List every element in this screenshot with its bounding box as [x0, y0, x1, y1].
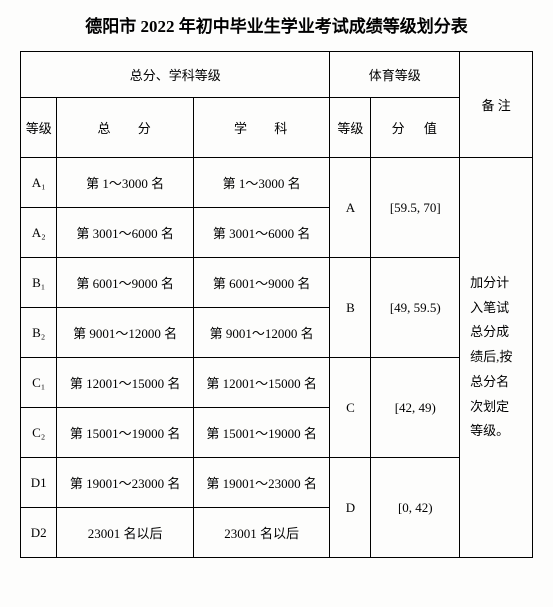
pe-score-cell: [49, 59.5): [371, 258, 460, 358]
subject-cell: 第 15001～19000 名: [193, 408, 330, 458]
header-note: 备 注: [460, 52, 533, 158]
subject-cell: 第 12001～15000 名: [193, 358, 330, 408]
total-cell: 23001 名以后: [57, 508, 194, 558]
grade-cell: C₂: [21, 408, 57, 458]
subject-cell: 第 3001～6000 名: [193, 208, 330, 258]
total-cell: 第 1～3000 名: [57, 158, 194, 208]
subject-cell: 第 1～3000 名: [193, 158, 330, 208]
grade-cell: D1: [21, 458, 57, 508]
pe-grade-cell: B: [330, 258, 371, 358]
subject-cell: 第 9001～12000 名: [193, 308, 330, 358]
grade-cell: B₂: [21, 308, 57, 358]
header-row-2: 等级 总 分 学 科 等级 分 值: [21, 98, 533, 158]
note-cell: 加分计入笔试总分成绩后,按总分名次划定等级。: [460, 158, 533, 558]
header-pe-score: 分 值: [371, 98, 460, 158]
header-total: 总 分: [57, 98, 194, 158]
grade-cell: B₁: [21, 258, 57, 308]
total-cell: 第 6001～9000 名: [57, 258, 194, 308]
pe-grade-cell: A: [330, 158, 371, 258]
pe-grade-cell: D: [330, 458, 371, 558]
subject-cell: 23001 名以后: [193, 508, 330, 558]
pe-score-cell: [59.5, 70]: [371, 158, 460, 258]
grade-table: 总分、学科等级 体育等级 备 注 等级 总 分 学 科 等级 分 值 A₁ 第 …: [20, 51, 533, 558]
grade-cell: C₁: [21, 358, 57, 408]
note-text: 加分计入笔试总分成绩后,按总分名次划定等级。: [462, 271, 530, 444]
header-total-subject: 总分、学科等级: [21, 52, 330, 98]
subject-cell: 第 19001～23000 名: [193, 458, 330, 508]
pe-grade-cell: C: [330, 358, 371, 458]
subject-cell: 第 6001～9000 名: [193, 258, 330, 308]
grade-cell: A₁: [21, 158, 57, 208]
header-pe-grade: 等级: [330, 98, 371, 158]
table-row: D1 第 19001～23000 名 第 19001～23000 名 D [0,…: [21, 458, 533, 508]
header-pe: 体育等级: [330, 52, 460, 98]
total-cell: 第 3001～6000 名: [57, 208, 194, 258]
grade-cell: D2: [21, 508, 57, 558]
total-cell: 第 12001～15000 名: [57, 358, 194, 408]
header-row-1: 总分、学科等级 体育等级 备 注: [21, 52, 533, 98]
pe-score-cell: [0, 42): [371, 458, 460, 558]
grade-cell: A₂: [21, 208, 57, 258]
header-subject: 学 科: [193, 98, 330, 158]
table-row: B₁ 第 6001～9000 名 第 6001～9000 名 B [49, 59…: [21, 258, 533, 308]
pe-score-cell: [42, 49): [371, 358, 460, 458]
table-row: C₁ 第 12001～15000 名 第 12001～15000 名 C [42…: [21, 358, 533, 408]
header-grade: 等级: [21, 98, 57, 158]
total-cell: 第 19001～23000 名: [57, 458, 194, 508]
table-row: A₁ 第 1～3000 名 第 1～3000 名 A [59.5, 70] 加分…: [21, 158, 533, 208]
page-title: 德阳市 2022 年初中毕业生学业考试成绩等级划分表: [20, 12, 533, 37]
total-cell: 第 9001～12000 名: [57, 308, 194, 358]
total-cell: 第 15001～19000 名: [57, 408, 194, 458]
